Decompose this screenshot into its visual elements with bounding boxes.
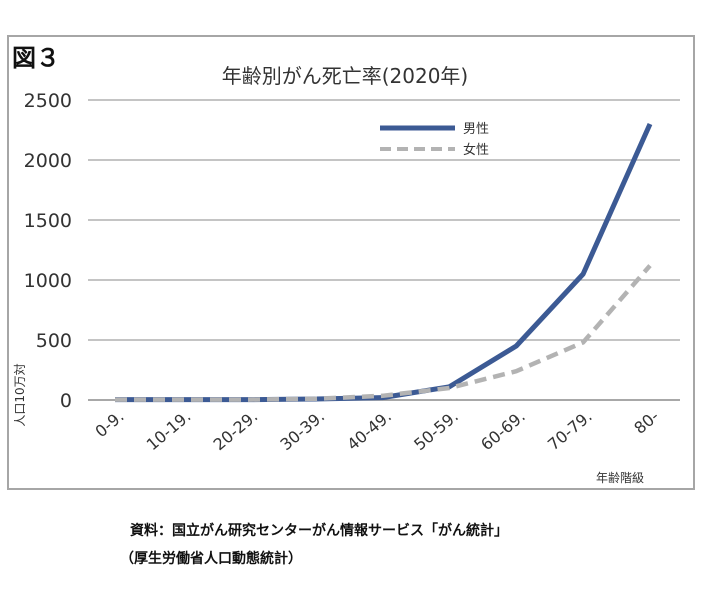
series-line-male	[115, 122, 653, 403]
x-tick-labels: 0-9. 10-19. 20-29. 30-39. 40-49. 50-59. 60-69.…	[91, 407, 662, 455]
x-tick-label: 70-79.	[544, 407, 596, 455]
x-tick-label: 30-39.	[276, 407, 328, 455]
figure-label: 図３	[12, 44, 60, 72]
legend-label-male: 男性	[463, 122, 489, 137]
y-tick-labels: 0 500 1000 1500 2000 2500	[24, 90, 72, 412]
source-citation: 資料：国立がん研究センターがん情報サービス「がん統計」	[130, 523, 508, 539]
chart-title: 年齢別がん死亡率(2020年)	[222, 64, 469, 88]
chart: 0 500 1000 1500 2000 2500 0-9. 10-19. 20-29. 30-…	[13, 64, 680, 485]
y-tick-label: 500	[36, 330, 72, 352]
y-axis-label: 人口10万対	[13, 363, 27, 426]
series-lines	[115, 122, 653, 403]
series-line-female	[115, 264, 652, 402]
y-tick-label: 2500	[24, 90, 72, 112]
x-tick-label: 40-49.	[343, 407, 395, 455]
y-tick-label: 1500	[24, 210, 72, 232]
x-tick-label: 60-69.	[477, 407, 529, 455]
x-tick-label: 0-9.	[91, 407, 127, 442]
y-tick-label: 2000	[24, 150, 72, 172]
x-tick-label: 10-19.	[143, 407, 195, 455]
legend: 男性 女性	[380, 122, 489, 158]
x-axis-label: 年齢階級	[596, 470, 644, 485]
x-tick-label: 50-59.	[410, 407, 462, 455]
x-tick-label: 20-29.	[210, 407, 262, 455]
x-tick-label: 80-	[630, 407, 662, 438]
source-subnote: （厚生労働省人口動態統計）	[120, 551, 302, 567]
y-tick-label: 1000	[24, 270, 72, 292]
chart-frame	[7, 35, 695, 490]
y-tick-label: 0	[60, 390, 72, 412]
legend-label-female: 女性	[463, 142, 489, 158]
